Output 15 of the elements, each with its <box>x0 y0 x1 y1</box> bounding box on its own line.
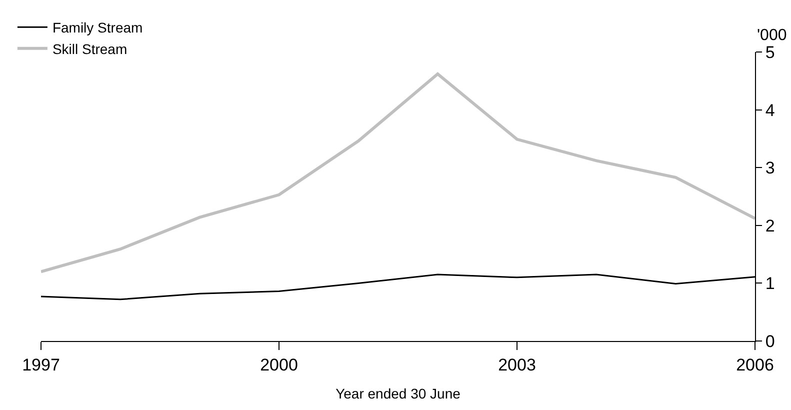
legend-label: Skill Stream <box>52 40 128 57</box>
y-tick-label: 3 <box>765 158 775 178</box>
x-axis-title: Year ended 30 June <box>336 386 461 402</box>
y-tick-label: 5 <box>765 42 775 62</box>
x-tick-label: 2003 <box>498 355 536 374</box>
x-tick-label: 1997 <box>22 355 60 374</box>
y-tick-label: 2 <box>765 216 775 236</box>
legend-label: Family Stream <box>52 20 143 36</box>
y-axis-title: '000 <box>757 27 787 44</box>
x-tick-label: 2006 <box>736 355 774 374</box>
y-tick-label: 4 <box>765 100 775 120</box>
y-tick-label: 1 <box>765 274 775 294</box>
y-tick-label: 0 <box>765 332 775 351</box>
x-tick-label: 2000 <box>260 355 298 374</box>
line-series <box>41 72 755 274</box>
